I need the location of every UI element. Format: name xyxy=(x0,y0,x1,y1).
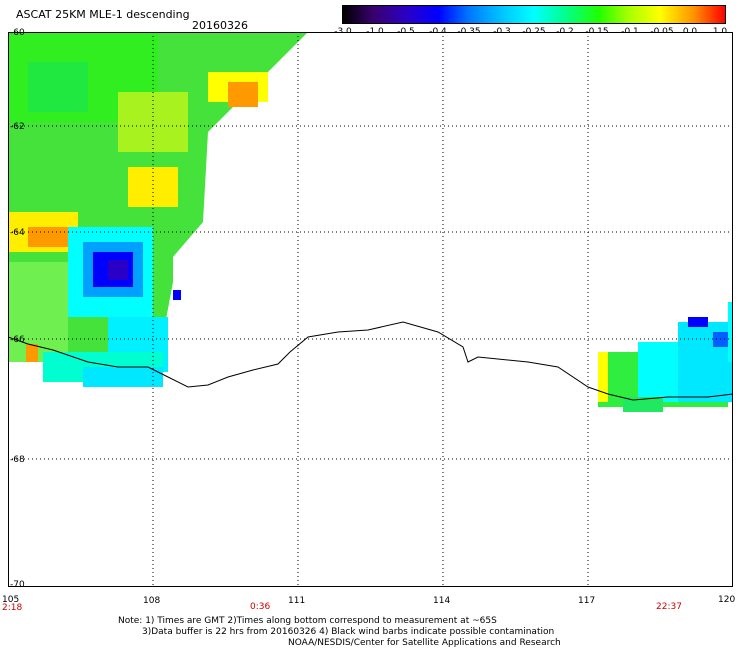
lon-label: 111 xyxy=(288,596,306,606)
map-plot-area xyxy=(8,32,733,587)
lon-label: 114 xyxy=(433,596,451,606)
map-gridlines xyxy=(8,32,733,587)
note-line: 3)Data buffer is 22 hrs from 20160326 4)… xyxy=(142,627,555,637)
lat-label: -60 xyxy=(10,28,25,38)
lon-label: 117 xyxy=(578,596,596,606)
note-line: NOAA/NESDIS/Center for Satellite Applica… xyxy=(288,638,561,648)
lat-label: -68 xyxy=(10,455,25,465)
time-label: 0:36 xyxy=(250,602,271,612)
coastline xyxy=(8,321,733,401)
lat-label: -66 xyxy=(10,335,25,345)
time-label: 2:18 xyxy=(2,603,23,613)
colorbar xyxy=(342,5,726,24)
lat-label: -64 xyxy=(10,228,25,238)
note-line: Note: 1) Times are GMT 2)Times along bot… xyxy=(118,616,497,626)
map-date: 20160326 xyxy=(192,19,248,32)
map-canvas xyxy=(8,32,733,587)
lat-label: -62 xyxy=(10,122,25,132)
wind-field-west xyxy=(8,32,308,387)
lon-label: 108 xyxy=(143,596,161,606)
map-title: ASCAT 25KM MLE-1 descending xyxy=(16,8,190,21)
footnotes: Note: 1) Times are GMT 2)Times along bot… xyxy=(118,616,561,649)
time-label: 22:37 xyxy=(656,602,682,612)
lat-label: -70 xyxy=(10,580,25,590)
lon-label: 105 xyxy=(2,595,20,605)
lon-label: 120 xyxy=(718,595,736,605)
